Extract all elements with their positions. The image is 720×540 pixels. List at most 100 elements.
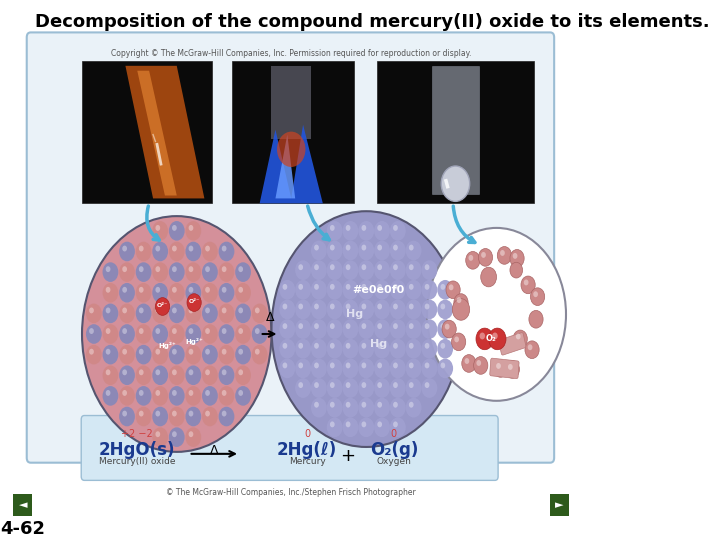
- Circle shape: [169, 407, 184, 427]
- Circle shape: [205, 369, 210, 375]
- Circle shape: [374, 241, 390, 260]
- Circle shape: [86, 345, 102, 364]
- Circle shape: [298, 323, 303, 329]
- Circle shape: [474, 356, 488, 374]
- FancyBboxPatch shape: [499, 333, 526, 355]
- Circle shape: [314, 343, 319, 349]
- Circle shape: [393, 264, 398, 270]
- Circle shape: [189, 431, 194, 437]
- Circle shape: [505, 361, 519, 378]
- Circle shape: [205, 246, 210, 252]
- Circle shape: [172, 225, 176, 231]
- Circle shape: [279, 319, 295, 339]
- FancyBboxPatch shape: [13, 494, 32, 516]
- Circle shape: [390, 221, 406, 241]
- Circle shape: [377, 382, 382, 388]
- Circle shape: [374, 378, 390, 398]
- Circle shape: [421, 339, 437, 359]
- Circle shape: [122, 266, 127, 272]
- Circle shape: [462, 355, 476, 372]
- Circle shape: [189, 328, 194, 334]
- Circle shape: [409, 402, 413, 408]
- Circle shape: [359, 300, 374, 319]
- Circle shape: [330, 303, 335, 309]
- Circle shape: [106, 328, 110, 334]
- Circle shape: [238, 266, 243, 272]
- Circle shape: [135, 242, 151, 261]
- Circle shape: [314, 362, 319, 368]
- Circle shape: [390, 398, 406, 417]
- Circle shape: [377, 225, 382, 231]
- Circle shape: [330, 284, 335, 290]
- Circle shape: [437, 339, 453, 359]
- Circle shape: [406, 280, 421, 300]
- Circle shape: [390, 417, 406, 437]
- Circle shape: [343, 280, 359, 300]
- Circle shape: [377, 303, 382, 309]
- Circle shape: [390, 319, 406, 339]
- Circle shape: [186, 407, 201, 427]
- Circle shape: [169, 262, 184, 282]
- Circle shape: [327, 241, 343, 260]
- Circle shape: [186, 221, 201, 241]
- Circle shape: [377, 245, 382, 251]
- Circle shape: [119, 345, 135, 364]
- Circle shape: [139, 328, 143, 334]
- Circle shape: [377, 362, 382, 368]
- Circle shape: [152, 407, 168, 427]
- Circle shape: [476, 328, 493, 350]
- Circle shape: [390, 378, 406, 398]
- Text: +2 −2: +2 −2: [122, 429, 153, 439]
- FancyBboxPatch shape: [377, 61, 534, 204]
- Circle shape: [390, 339, 406, 359]
- Circle shape: [238, 287, 243, 293]
- Circle shape: [122, 390, 127, 396]
- Circle shape: [377, 264, 382, 270]
- Circle shape: [346, 303, 351, 309]
- Circle shape: [466, 252, 480, 269]
- Circle shape: [187, 294, 201, 312]
- Circle shape: [437, 280, 453, 300]
- Circle shape: [172, 307, 176, 313]
- Circle shape: [135, 407, 151, 427]
- Circle shape: [390, 280, 406, 300]
- Circle shape: [406, 359, 421, 378]
- FancyBboxPatch shape: [82, 61, 212, 204]
- Circle shape: [238, 328, 243, 334]
- Circle shape: [122, 246, 127, 252]
- Circle shape: [189, 246, 194, 252]
- Circle shape: [119, 386, 135, 406]
- Circle shape: [169, 324, 184, 344]
- Circle shape: [374, 339, 390, 359]
- Circle shape: [282, 362, 287, 368]
- Circle shape: [442, 320, 456, 338]
- Circle shape: [152, 242, 168, 261]
- Circle shape: [454, 294, 468, 312]
- Circle shape: [119, 262, 135, 282]
- Circle shape: [186, 386, 201, 406]
- Circle shape: [279, 300, 295, 319]
- Circle shape: [298, 284, 303, 290]
- Circle shape: [513, 330, 527, 348]
- Circle shape: [421, 280, 437, 300]
- Circle shape: [441, 343, 445, 349]
- Circle shape: [189, 410, 194, 416]
- Circle shape: [409, 284, 413, 290]
- Circle shape: [172, 349, 176, 355]
- Circle shape: [169, 386, 184, 406]
- Circle shape: [186, 303, 201, 323]
- Circle shape: [449, 285, 454, 291]
- Circle shape: [508, 364, 513, 370]
- Circle shape: [327, 280, 343, 300]
- Circle shape: [359, 319, 374, 339]
- Circle shape: [409, 323, 413, 329]
- Circle shape: [377, 323, 382, 329]
- Circle shape: [390, 359, 406, 378]
- Circle shape: [374, 280, 390, 300]
- Circle shape: [139, 349, 143, 355]
- Circle shape: [451, 333, 466, 350]
- Circle shape: [374, 417, 390, 437]
- Circle shape: [361, 245, 366, 251]
- Circle shape: [314, 264, 319, 270]
- Circle shape: [456, 297, 462, 303]
